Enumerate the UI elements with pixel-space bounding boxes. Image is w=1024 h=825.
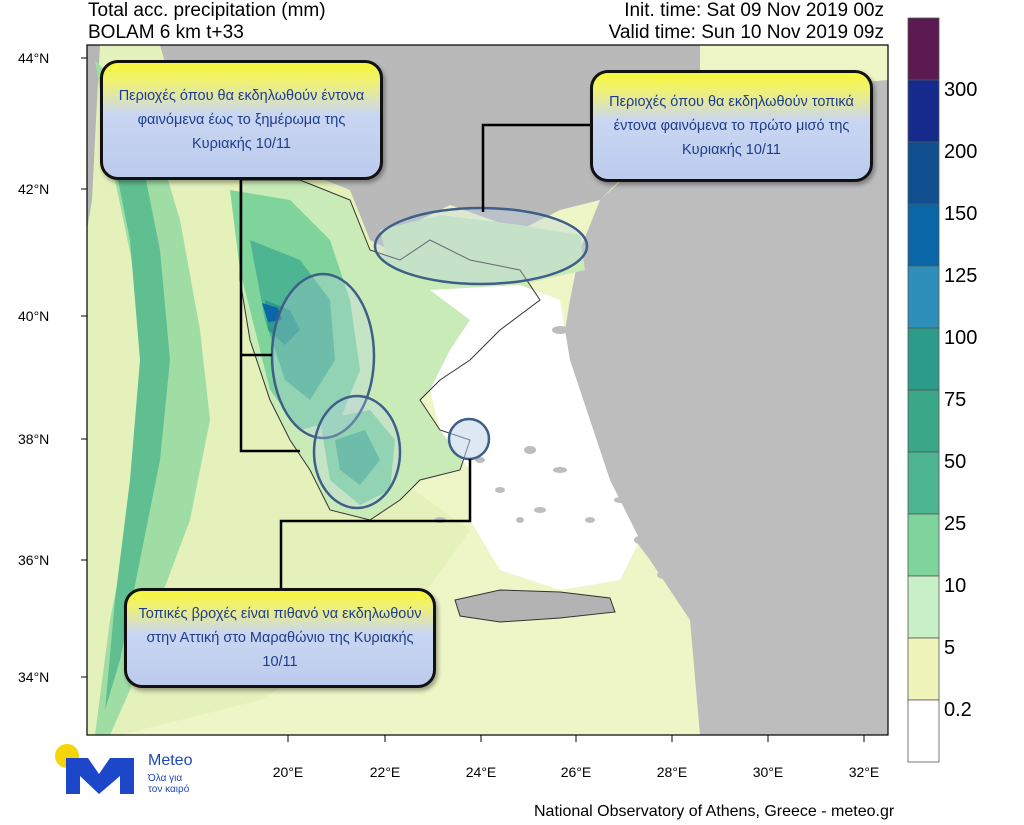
crete-land	[455, 590, 615, 622]
connector-north	[481, 123, 590, 212]
precip-north-aegean	[380, 215, 585, 285]
colorbar-label: 5	[944, 637, 956, 659]
colorbar-label: 10	[944, 575, 967, 597]
greece-coastline	[239, 179, 541, 521]
lat-label: 44°N	[18, 50, 50, 66]
callout-west-greece: Περιοχές όπου θα εκδηλωθούν έντονα φαινό…	[100, 60, 383, 180]
logo-tagline-line: τον καιρό	[148, 784, 190, 795]
lat-label: 42°N	[18, 181, 50, 197]
colorbar-segment	[907, 575, 940, 639]
highlight-peloponnese	[312, 394, 402, 510]
colorbar-label: 50	[944, 451, 967, 473]
turkey-land	[560, 80, 888, 735]
lon-label: 22°E	[369, 764, 401, 780]
callout-north-greece: Περιοχές όπου θα εκδηλωθούν τοπικά έντον…	[590, 70, 873, 182]
map-area	[87, 45, 888, 735]
aegean-islands	[434, 326, 673, 579]
colorbar-label: 200	[944, 141, 978, 163]
colorbar-segment	[907, 513, 940, 577]
colorbar-label: 100	[944, 327, 978, 349]
lat-label: 38°N	[18, 431, 50, 447]
lat-ticks	[81, 57, 87, 678]
colorbar-label: 125	[944, 265, 978, 287]
highlight-north-greece	[373, 206, 589, 286]
connector-west	[239, 180, 300, 453]
colorbar-label: 0.2	[944, 699, 972, 721]
colorbar-label: 75	[944, 389, 967, 411]
meteo-logo: Meteo Όλα για τον καιρό	[54, 742, 214, 798]
logo-tagline-line: Όλα για	[148, 773, 183, 784]
colorbar-segment	[907, 141, 940, 205]
colorbar-segment	[907, 327, 940, 391]
lat-label: 34°N	[18, 669, 50, 685]
lon-ticks	[287, 735, 865, 742]
lat-label: 40°N	[18, 308, 50, 324]
lon-label: 28°E	[656, 764, 688, 780]
lon-label: 26°E	[560, 764, 592, 780]
map-frame	[86, 44, 889, 736]
colorbar-segment	[907, 79, 940, 143]
colorbar-segment	[907, 17, 940, 81]
callout-attica: Τοπικές βροχές είναι πιθανό να εκδηλωθού…	[124, 588, 436, 688]
lon-label: 24°E	[465, 764, 497, 780]
lon-label: 32°E	[848, 764, 880, 780]
colorbar-segment	[907, 203, 940, 267]
crete-coastline	[454, 589, 616, 623]
italy-land	[87, 45, 100, 230]
map-title: Total acc. precipitation (mm)	[88, 0, 326, 21]
footer-credit: National Observatory of Athens, Greece -…	[534, 803, 895, 820]
colorbar-segment	[907, 451, 940, 515]
colorbar	[907, 17, 940, 763]
logo-tagline: Όλα για τον καιρό	[148, 773, 189, 795]
colorbar-segment	[907, 265, 940, 329]
init-time-label: Init. time: Sat 09 Nov 2019 00z	[624, 0, 884, 21]
colorbar-segment	[907, 637, 940, 701]
model-run-label: BOLAM 6 km t+33	[88, 22, 244, 43]
colorbar-label: 25	[944, 513, 967, 535]
highlight-attica	[447, 417, 491, 461]
colorbar-segment	[907, 699, 940, 763]
lon-label: 30°E	[752, 764, 784, 780]
valid-time-label: Valid time: Sun 10 Nov 2019 09z	[608, 22, 884, 43]
colorbar-segment	[907, 389, 940, 453]
colorbar-label: 150	[944, 203, 978, 225]
precip-sea-band-core	[105, 90, 170, 710]
meteo-logo-icon	[55, 744, 134, 794]
connector-attica	[279, 459, 472, 588]
aegean-sea	[430, 285, 640, 590]
lat-label: 36°N	[18, 552, 50, 568]
lon-label: 20°E	[272, 764, 304, 780]
colorbar-label: 300	[944, 79, 978, 101]
logo-name: Meteo	[148, 752, 193, 769]
precip-peloponnese-core	[335, 430, 380, 485]
